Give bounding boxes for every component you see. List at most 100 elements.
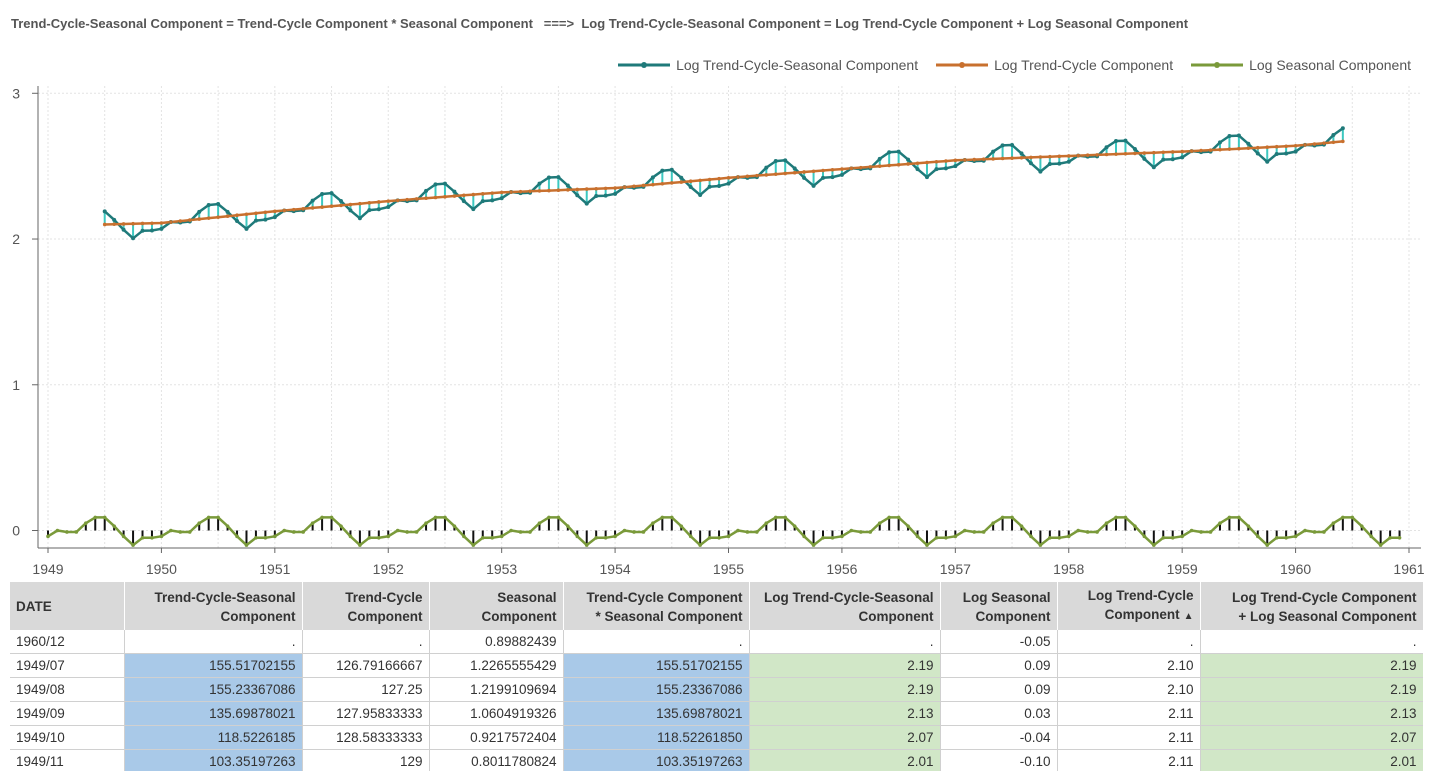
x-tick-label: 1952: [373, 561, 404, 577]
data-point-log-trend-cycle-seasonal: [367, 208, 372, 213]
column-header-0[interactable]: DATE: [10, 582, 125, 630]
data-point-log-seasonal: [206, 515, 211, 520]
data-point-log-trend-cycle-seasonal: [688, 185, 693, 190]
data-point-log-trend-cycle: [717, 176, 721, 181]
data-point-log-seasonal: [1038, 543, 1043, 547]
data-point-log-trend-cycle: [736, 175, 740, 179]
data-point-log-seasonal: [859, 530, 863, 534]
column-header-5[interactable]: Log Trend-Cycle-Seasonal Component: [749, 582, 941, 630]
data-point-log-trend-cycle: [263, 210, 268, 215]
data-point-log-trend-cycle: [301, 206, 305, 211]
data-point-log-seasonal: [840, 534, 844, 539]
data-point-log-trend-cycle-seasonal: [159, 226, 164, 231]
data-point-log-seasonal: [1237, 515, 1241, 520]
legend-item-log-tcs[interactable]: Log Trend-Cycle-Seasonal Component: [618, 57, 918, 73]
data-point-log-seasonal: [471, 543, 476, 547]
data-point-log-seasonal: [802, 534, 806, 539]
data-point-log-trend-cycle-seasonal: [584, 201, 589, 206]
data-point-log-trend-cycle: [1133, 151, 1137, 156]
stem-layer: [47, 128, 1401, 546]
column-header-7[interactable]: Log Trend-Cycle Component ▲: [1057, 582, 1201, 630]
data-point-log-trend-cycle-seasonal: [1038, 169, 1043, 174]
data-point-log-trend-cycle-seasonal: [1151, 165, 1156, 170]
data-point-log-seasonal: [660, 515, 665, 520]
data-point-log-trend-cycle: [1293, 143, 1298, 148]
legend-item-log-tc[interactable]: Log Trend-Cycle Component: [936, 57, 1173, 73]
data-point-log-seasonal: [603, 535, 608, 540]
data-point-log-seasonal: [1114, 515, 1118, 520]
data-point-log-seasonal: [575, 534, 580, 539]
table-row[interactable]: 1960/12.. 0.89882439.. -0.05..: [10, 630, 1423, 654]
data-point-log-trend-cycle-seasonal: [1293, 149, 1298, 154]
data-point-log-seasonal: [962, 528, 967, 533]
data-point-log-trend-cycle: [603, 186, 608, 191]
data-point-log-seasonal: [329, 515, 334, 520]
data-point-log-trend-cycle: [1189, 149, 1194, 153]
data-table-container[interactable]: DATE Trend-Cycle-Seasonal Component Trend-…: [10, 582, 1423, 771]
column-header-2[interactable]: Trend-Cycle Component: [302, 582, 430, 630]
data-point-log-seasonal: [688, 534, 693, 539]
table-cell: 0.89882439: [429, 630, 564, 654]
data-point-log-seasonal: [745, 530, 750, 534]
column-header-6[interactable]: Log Seasonal Component: [940, 582, 1058, 630]
table-row[interactable]: 1949/09 135.69878021 127.95833333 1.0604919…: [10, 701, 1423, 726]
data-point-log-trend-cycle: [1029, 155, 1033, 160]
data-point-log-trend-cycle: [1237, 146, 1241, 151]
data-point-log-seasonal: [717, 535, 721, 540]
data-point-log-trend-cycle: [1010, 156, 1014, 160]
table-cell: 118.52261850: [563, 725, 750, 750]
table-row[interactable]: 1949/11 103.35197263 129 0.8011780824 103.35…: [10, 749, 1423, 771]
legend-label-log-tcs: Log Trend-Cycle-Seasonal Component: [676, 57, 919, 73]
data-point-log-trend-cycle-seasonal: [1028, 161, 1033, 166]
data-point-log-trend-cycle-seasonal: [376, 207, 381, 212]
data-point-log-seasonal: [358, 543, 362, 547]
column-header-3[interactable]: Seasonal Component: [429, 582, 564, 630]
data-point-log-trend-cycle: [821, 168, 825, 173]
data-point-log-trend-cycle-seasonal: [575, 193, 580, 198]
data-point-log-seasonal: [726, 534, 731, 539]
time-series-chart: 1949 1950 1951 1952 1953 1954 1955 1956 1957 1958…: [12, 85, 1425, 577]
data-point-log-trend-cycle-seasonal: [603, 193, 608, 198]
data-point-log-trend-cycle: [594, 186, 598, 191]
data-point-log-trend-cycle-seasonal: [225, 209, 230, 214]
data-point-log-trend-cycle: [953, 158, 958, 163]
data-point-log-seasonal: [925, 543, 929, 547]
data-point-log-trend-cycle-seasonal: [594, 194, 599, 199]
table-cell: .: [302, 630, 430, 654]
data-point-log-trend-cycle: [1048, 154, 1052, 159]
column-header-label: Log Trend-Cycle Component: [1087, 588, 1194, 622]
table-header-row: DATE Trend-Cycle-Seasonal Component Trend-…: [10, 582, 1423, 630]
data-point-log-seasonal: [273, 534, 277, 539]
data-point-log-seasonal: [651, 521, 655, 526]
column-header-4[interactable]: Trend-Cycle Component * Seasonal Compone…: [563, 582, 750, 630]
table-cell: 0.09: [940, 677, 1058, 702]
data-point-log-trend-cycle-seasonal: [1255, 151, 1260, 156]
table-row[interactable]: 1949/10 118.5226185 128.58333333 0.92175724…: [10, 725, 1423, 750]
table-row[interactable]: 1949/07 155.51702155 126.79166667 1.2265555…: [10, 653, 1423, 678]
column-header-1[interactable]: Trend-Cycle-Seasonal Component: [124, 582, 303, 630]
data-point-log-trend-cycle-seasonal: [896, 149, 901, 154]
table-cell: 1.0604919326: [429, 701, 564, 726]
table-cell: 126.79166667: [302, 653, 430, 678]
data-point-log-trend-cycle-seasonal: [934, 167, 939, 172]
data-point-log-seasonal: [896, 515, 901, 520]
data-point-log-seasonal: [821, 535, 825, 540]
data-point-log-trend-cycle-seasonal: [1227, 134, 1232, 139]
column-header-8[interactable]: Log Trend-Cycle Component + Log Seasonal…: [1200, 582, 1423, 630]
data-point-log-trend-cycle-seasonal: [953, 164, 958, 169]
data-point-log-seasonal: [830, 535, 835, 540]
data-point-log-seasonal: [1057, 535, 1062, 540]
data-point-log-trend-cycle: [216, 215, 220, 219]
table-cell: .: [563, 630, 750, 654]
data-point-log-seasonal: [566, 524, 570, 528]
table-row[interactable]: 1949/08 155.23367086 127.25 1.2199109694 155…: [10, 677, 1423, 702]
sort-ascending-icon[interactable]: ▲: [1183, 611, 1194, 622]
data-point-log-trend-cycle-seasonal: [253, 218, 258, 223]
data-point-log-trend-cycle: [329, 204, 334, 209]
legend-item-log-s[interactable]: Log Seasonal Component: [1191, 57, 1411, 73]
data-point-log-seasonal: [1152, 543, 1156, 547]
data-point-log-seasonal: [1123, 515, 1128, 520]
legend-swatch-log-tc: [936, 62, 989, 68]
data-point-log-trend-cycle: [1152, 150, 1156, 155]
data-point-log-trend-cycle-seasonal: [546, 175, 551, 180]
